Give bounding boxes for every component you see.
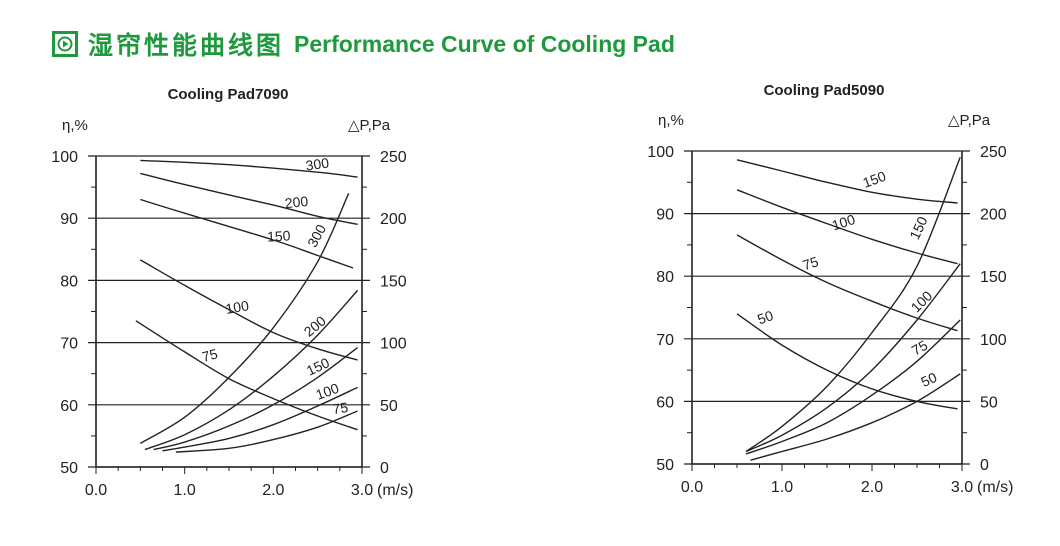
x-tick-label: 3.0 xyxy=(951,479,973,496)
x-tick-label: 0.0 xyxy=(85,482,107,499)
title-chinese: 湿帘性能曲线图 xyxy=(88,31,285,60)
y-left-tick-label: 60 xyxy=(656,394,674,411)
pressure-curve-200 xyxy=(144,289,359,451)
y-left-tick-label: 100 xyxy=(51,149,78,166)
pressure-curve-label: 100 xyxy=(314,380,342,403)
pressure-curve-150 xyxy=(745,157,961,453)
efficiency-curve-75 xyxy=(135,320,358,431)
y-right-tick-label: 50 xyxy=(380,398,398,415)
y-left-tick-label: 90 xyxy=(60,211,78,228)
pressure-curve-label: 50 xyxy=(918,369,939,390)
x-tick-label: 1.0 xyxy=(174,482,196,499)
y-left-tick-label: 50 xyxy=(60,460,78,477)
x-tick-label: 2.0 xyxy=(262,482,284,499)
y-right-tick-label: 250 xyxy=(380,149,407,166)
chart-title: Cooling Pad5090 xyxy=(764,82,885,99)
efficiency-curve-label: 75 xyxy=(801,253,821,273)
y-right-tick-label: 50 xyxy=(980,394,998,411)
efficiency-curve-label: 300 xyxy=(305,154,331,173)
y-left-tick-label: 100 xyxy=(647,144,674,161)
efficiency-curve-label: 100 xyxy=(830,211,857,234)
efficiency-curve-label: 150 xyxy=(861,168,889,191)
efficiency-curve-150 xyxy=(736,159,958,204)
y-right-tick-label: 250 xyxy=(980,144,1007,161)
y-right-tick-label: 0 xyxy=(380,460,389,477)
y-left-tick-label: 70 xyxy=(60,336,78,353)
y-left-axis-label: η,% xyxy=(62,117,88,134)
y-left-tick-label: 90 xyxy=(656,207,674,224)
efficiency-curve-100 xyxy=(736,189,958,265)
pressure-curve-label: 150 xyxy=(906,214,930,242)
x-axis-unit: (m/s) xyxy=(977,479,1013,496)
pressure-curve-label: 75 xyxy=(909,337,931,359)
efficiency-curve-50 xyxy=(736,313,958,410)
x-axis-unit: (m/s) xyxy=(377,482,413,499)
x-tick-label: 0.0 xyxy=(681,479,703,496)
x-tick-label: 3.0 xyxy=(351,482,373,499)
efficiency-curve-label: 75 xyxy=(200,345,219,365)
y-right-tick-label: 100 xyxy=(980,332,1007,349)
y-right-tick-label: 100 xyxy=(380,336,407,353)
pressure-curve-label: 200 xyxy=(301,312,329,339)
pressure-curve-label: 75 xyxy=(331,399,349,417)
chart-title: Cooling Pad7090 xyxy=(168,86,289,103)
y-left-tick-label: 80 xyxy=(60,273,78,290)
pressure-curve-150 xyxy=(153,347,359,451)
efficiency-curve-label: 100 xyxy=(224,297,250,317)
pressure-curve-75 xyxy=(175,410,358,453)
pressure-curve-100 xyxy=(745,263,961,453)
efficiency-curve-label: 50 xyxy=(755,307,775,327)
x-tick-label: 2.0 xyxy=(861,479,883,496)
y-left-tick-label: 60 xyxy=(60,398,78,415)
efficiency-curve-150 xyxy=(140,198,354,269)
pressure-curve-50 xyxy=(750,373,961,461)
y-left-tick-label: 80 xyxy=(656,269,674,286)
pressure-curve-75 xyxy=(745,319,961,455)
y-right-tick-label: 200 xyxy=(980,207,1007,224)
x-tick-label: 1.0 xyxy=(771,479,793,496)
y-left-axis-label: η,% xyxy=(658,112,684,129)
efficiency-curve-label: 200 xyxy=(284,193,309,211)
efficiency-curve-label: 150 xyxy=(267,227,291,244)
y-right-axis-label: △P,Pa xyxy=(948,112,991,129)
efficiency-curve-300 xyxy=(140,159,358,178)
y-right-tick-label: 150 xyxy=(980,269,1007,286)
chart-cooling-pad-7090: Cooling Pad70905060708090100050100150200… xyxy=(51,86,413,499)
header: 湿帘性能曲线图 Performance Curve of Cooling Pad xyxy=(52,24,675,64)
efficiency-curve-75 xyxy=(736,234,958,332)
y-right-axis-label: △P,Pa xyxy=(348,117,391,134)
y-right-tick-label: 200 xyxy=(380,211,407,228)
pressure-curve-label: 100 xyxy=(908,287,936,315)
y-right-tick-label: 0 xyxy=(980,457,989,474)
chart-cooling-pad-5090: Cooling Pad50905060708090100050100150200… xyxy=(647,82,1013,496)
pressure-curve-300 xyxy=(139,193,350,445)
y-left-tick-label: 70 xyxy=(656,332,674,349)
efficiency-curve-200 xyxy=(140,172,358,226)
pressure-curve-label: 150 xyxy=(304,354,332,378)
pressure-curve-100 xyxy=(162,386,358,452)
y-right-tick-label: 150 xyxy=(380,273,407,290)
efficiency-curve-100 xyxy=(139,259,358,361)
title-english: Performance Curve of Cooling Pad xyxy=(294,30,675,57)
play-arrow-icon xyxy=(52,31,78,57)
y-left-tick-label: 50 xyxy=(656,457,674,474)
